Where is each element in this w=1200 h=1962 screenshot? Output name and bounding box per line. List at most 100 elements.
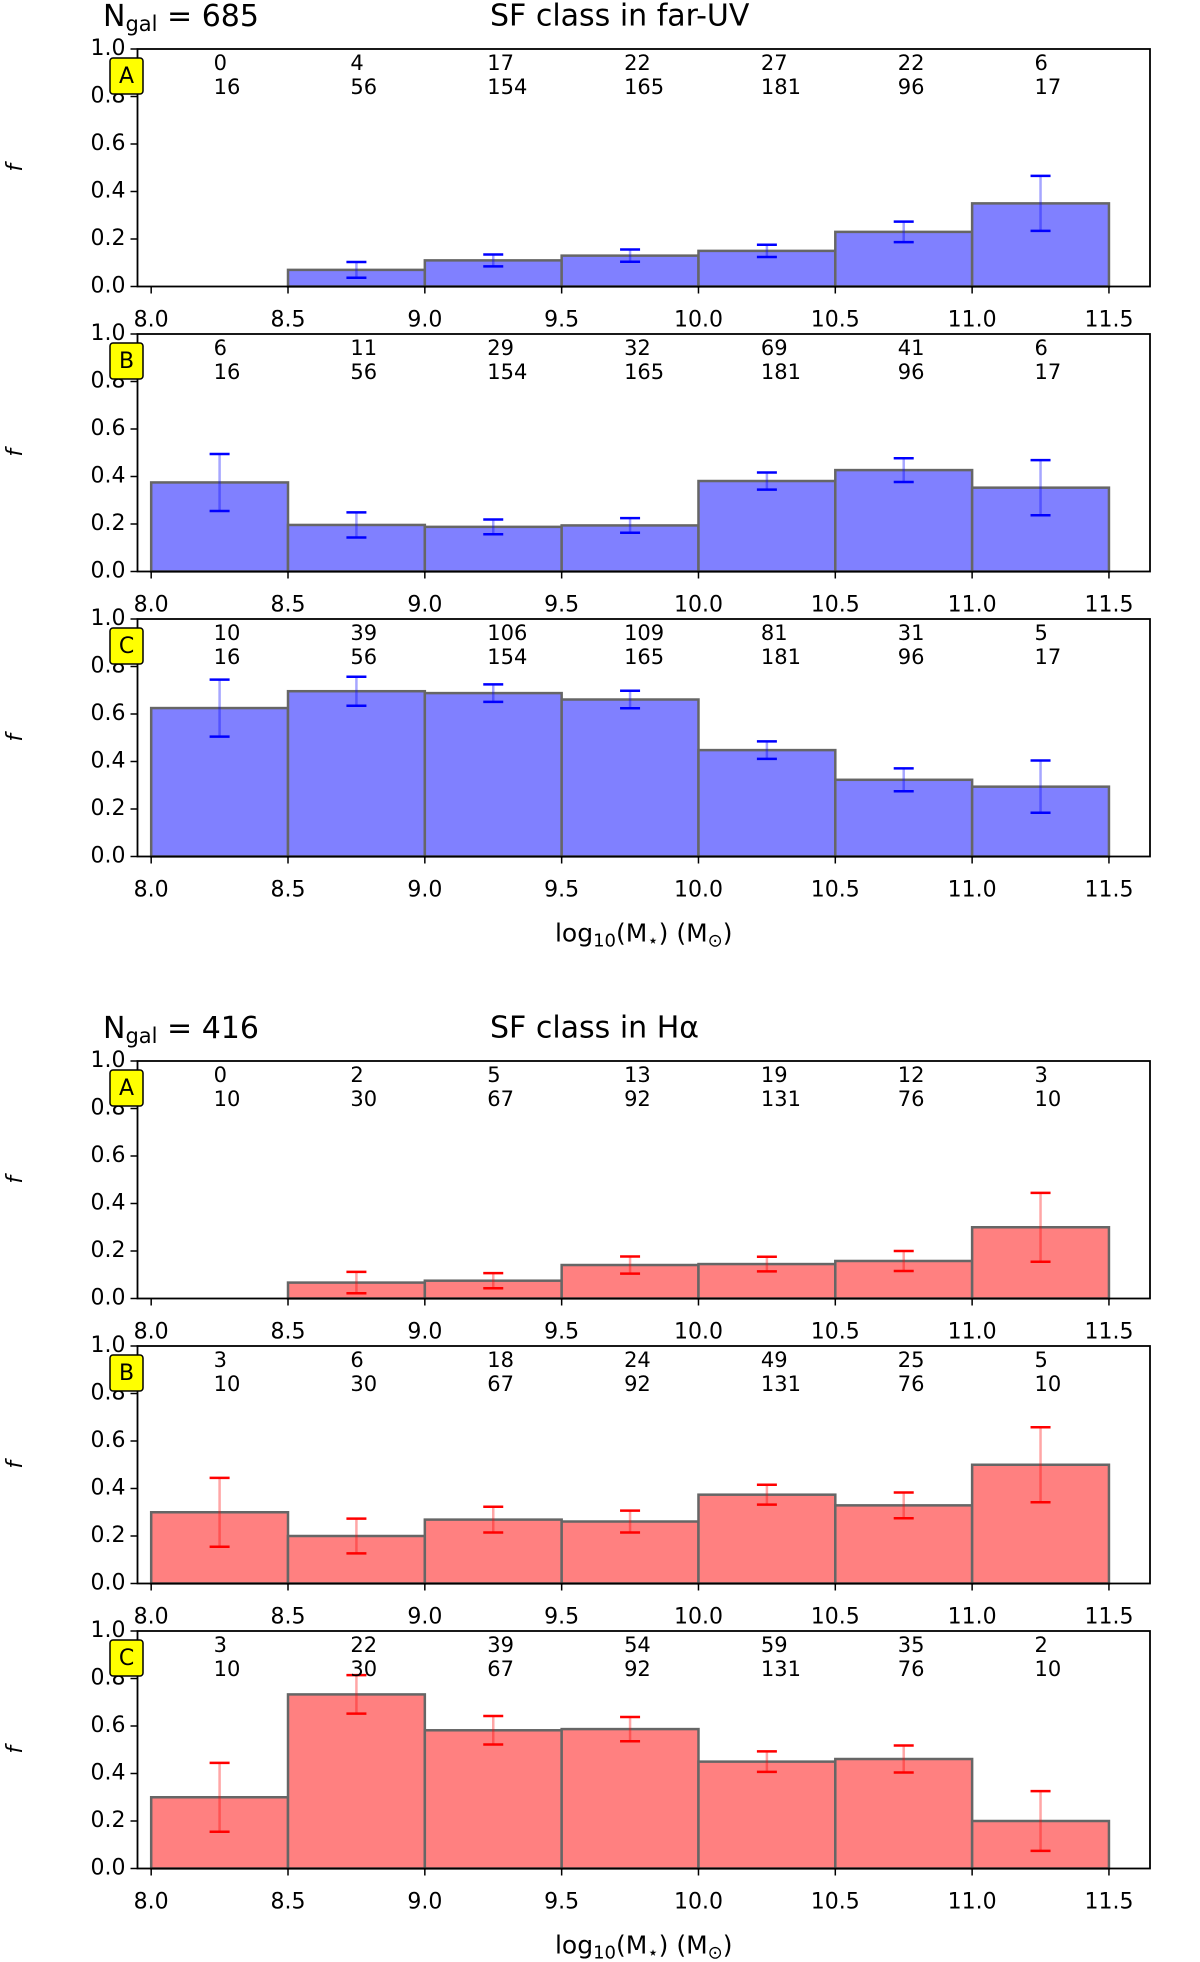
x-tick-label: 9.0 [407,1605,442,1630]
x-tick-label: 9.0 [407,1890,442,1915]
x-tick-label: 9.5 [544,1605,579,1630]
y-tick-label: 1.0 [91,36,126,61]
count-label: 6 [1035,336,1048,360]
count-label: 13 [624,1063,651,1087]
count-label: 22 [898,51,925,75]
x-tick-label: 8.5 [271,1890,306,1915]
count-label: 25 [898,1348,925,1372]
x-tick-label: 11.0 [948,308,997,333]
count-label: 12 [898,1063,925,1087]
y-tick-label: 0.2 [91,1808,126,1833]
label-part: ) (M [659,1931,708,1960]
bar [560,1727,700,1870]
count-label: 29 [487,336,514,360]
y-tick-label: 0.4 [91,464,126,489]
y-tick-label: 0.0 [91,1856,126,1881]
panel-label-box [109,627,144,665]
x-tick-label: 8.5 [271,1320,306,1345]
panel-label: C [119,634,134,659]
label-part: log [555,919,593,948]
y-tick-label: 1.0 [91,1048,126,1073]
count-label: 24 [624,1348,651,1372]
count-label: 3 [214,1633,227,1657]
x-tick-label: 8.0 [134,1890,169,1915]
total-label: 96 [898,645,925,669]
x-tick-label: 8.0 [134,878,169,903]
count-label: 19 [761,1063,788,1087]
count-label: 18 [487,1348,514,1372]
x-tick-label: 11.5 [1084,308,1133,333]
count-label: 3 [214,1348,227,1372]
bar [970,1819,1111,1870]
y-tick-label: 0.0 [91,274,126,299]
total-label: 10 [1035,1087,1062,1111]
total-label: 10 [1035,1372,1062,1396]
symbol: N [103,0,125,34]
bar [697,1493,837,1585]
panel-label: B [119,1361,134,1386]
total-label: 165 [624,360,664,384]
panel-label: B [119,349,134,374]
group-label: Ngal = 685 [103,0,259,36]
y-axis-label: f [3,731,28,742]
panel-label: C [119,1646,134,1671]
y-tick-label: 0.6 [91,131,126,156]
total-label: 16 [214,360,241,384]
x-tick-label: 8.0 [134,1605,169,1630]
plot-frame [136,48,1151,288]
x-axis-label: log10(M⋆) (M⊙) [555,919,733,952]
subscript: gal [125,1024,157,1048]
total-label: 67 [487,1372,514,1396]
count-label: 109 [624,621,664,645]
panel-label-box [109,342,144,380]
x-tick-label: 11.0 [948,1320,997,1345]
y-tick-label: 0.6 [91,1713,126,1738]
label-part: ) [723,1931,733,1960]
panel-label-box [109,1354,144,1392]
bar [286,523,427,573]
count-label: 6 [1035,51,1048,75]
total-label: 17 [1035,645,1062,669]
count-label: 69 [761,336,788,360]
x-tick-label: 8.5 [271,308,306,333]
bar [423,1729,563,1870]
y-axis-label: f [3,1173,28,1184]
x-axis-label: log10(M⋆) (M⊙) [555,1931,733,1962]
total-label: 92 [624,1087,651,1111]
plot-frame [136,618,1151,858]
y-tick-label: 0.0 [91,559,126,584]
bar [834,1259,974,1300]
count-label: 27 [761,51,788,75]
x-tick-label: 11.0 [948,593,997,618]
x-tick-label: 8.0 [134,308,169,333]
count-label: 39 [487,1633,514,1657]
y-tick-label: 0.4 [91,749,126,774]
x-tick-label: 11.0 [948,1890,997,1915]
count-label: 54 [624,1633,651,1657]
x-tick-label: 10.0 [674,1605,723,1630]
label-part: (M [616,1931,647,1960]
x-tick-label: 10.5 [811,1605,860,1630]
total-label: 131 [761,1087,801,1111]
panel-label-box [109,1639,144,1677]
x-tick-label: 10.0 [674,1890,723,1915]
total-label: 10 [1035,1657,1062,1681]
count-label: 6 [214,336,227,360]
bar [970,486,1111,573]
total-label: 76 [898,1087,925,1111]
y-tick-label: 1.0 [91,1618,126,1643]
y-axis-label: f [3,161,28,172]
total-label: 17 [1035,360,1062,384]
count-label: 5 [1035,621,1048,645]
total-label: 181 [761,75,801,99]
count-label: 2 [1035,1633,1048,1657]
x-tick-label: 11.5 [1084,1320,1133,1345]
total-label: 56 [350,360,377,384]
x-tick-label: 10.0 [674,1320,723,1345]
bar [149,1796,290,1870]
total-label: 76 [898,1657,925,1681]
x-tick-label: 9.5 [544,308,579,333]
plot-frame [136,1630,1151,1870]
x-tick-label: 10.0 [674,308,723,333]
y-tick-label: 0.2 [91,1238,126,1263]
